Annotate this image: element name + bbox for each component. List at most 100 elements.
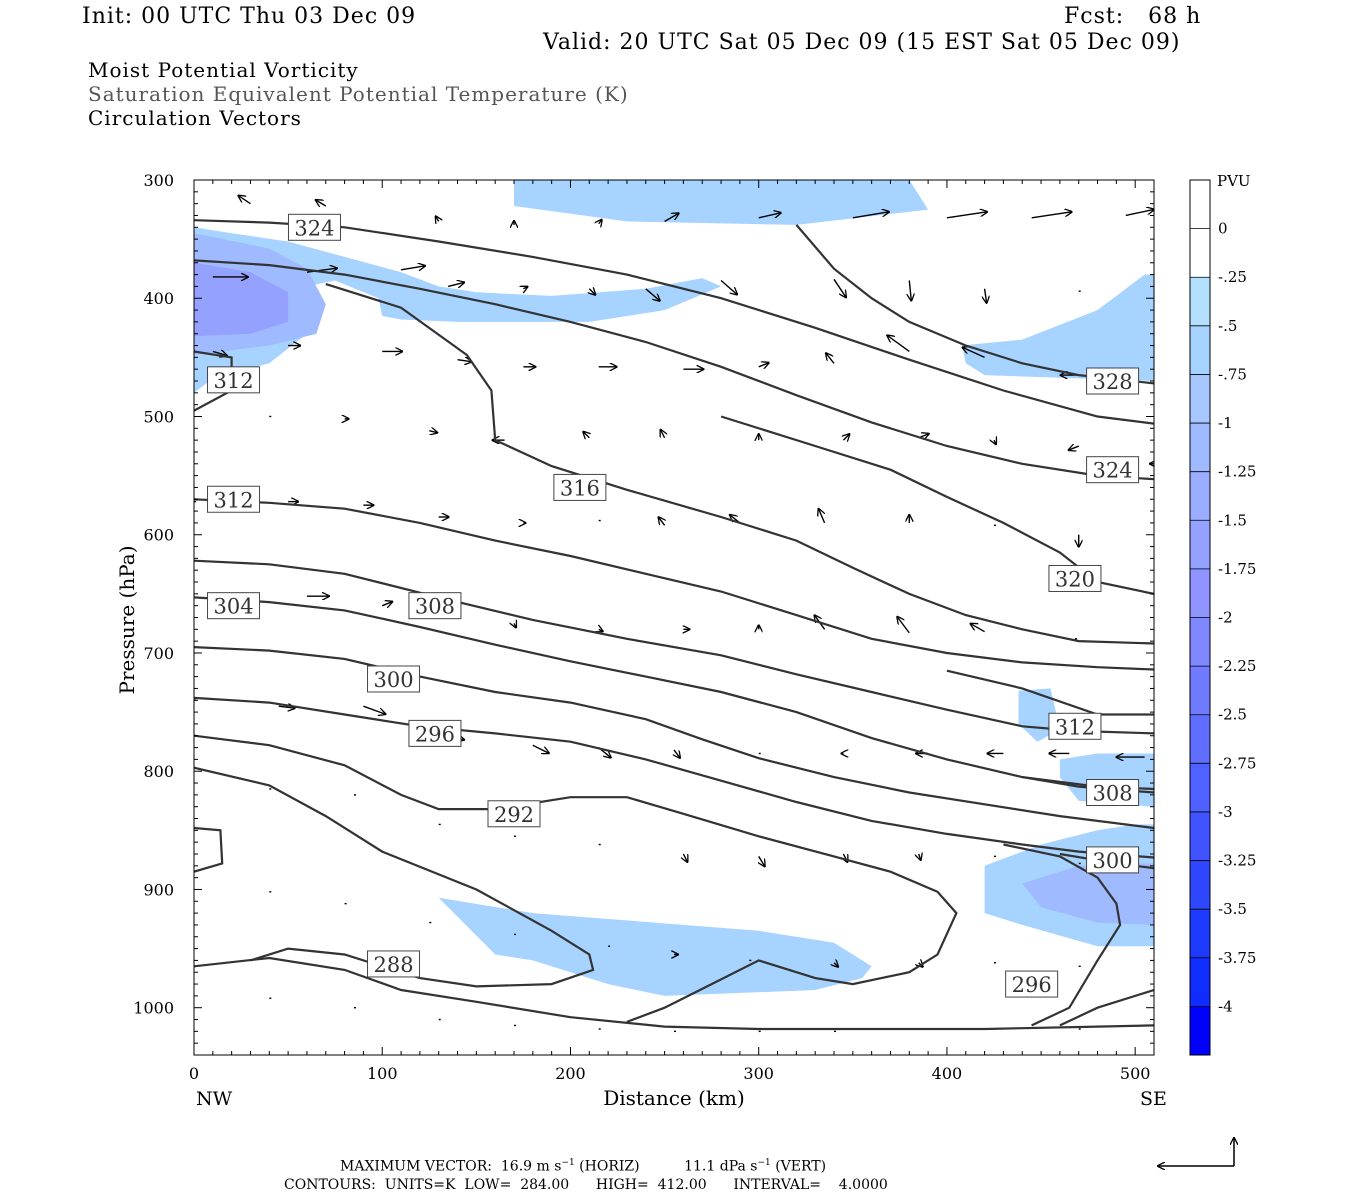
contour-label-15: 296 [1005,970,1059,998]
pv-region-0 [194,227,722,393]
contour-label-box [287,213,341,241]
pv-shading [194,180,1154,996]
horiz-exp: −1 [561,1158,575,1168]
contour-label-text: 316 [560,476,600,500]
pv-region-3 [514,180,929,225]
contour-label-box [1048,712,1102,740]
pv-region-2 [194,262,289,337]
colorbar-swatch [1190,423,1210,473]
contour-label-9: 304 [207,592,261,620]
contour-label-text: 308 [1093,782,1133,806]
colorbar-label: -3.25 [1218,852,1256,870]
y-tick-label: 300 [143,171,174,190]
colorbar-label: -4 [1218,997,1233,1015]
colorbar-label: -3.5 [1218,900,1247,918]
y-tick-label: 600 [143,526,174,545]
circulation-vector [400,266,425,270]
contour-label-box [1086,846,1140,874]
contour-label-box [408,719,462,747]
colorbar-swatch [1190,617,1210,667]
colorbar-label: -1.5 [1218,511,1247,529]
contour-label-box [1086,367,1140,395]
circulation-vector [720,279,737,295]
y-tick-label: 1000 [133,999,174,1018]
colorbar-swatch [1190,957,1210,1007]
vert-unit: (VERT) [775,1158,827,1175]
axes: 0 100 200 300 400 500 300 400 500 600 700 800 900 100… [133,171,1155,1083]
colorbar-swatch [1190,909,1210,959]
circulation-vector [834,963,838,967]
theta-contour-4 [325,283,1154,645]
circulation-vector [514,623,516,627]
circulation-vector [363,705,385,714]
contour-label-text: 288 [373,953,413,977]
circulation-vector [683,853,687,862]
colorbar-label: -1 [1218,414,1233,432]
circulation-vector [664,213,679,222]
colorbar-swatch [1190,180,1210,230]
circulation-vector [946,212,987,219]
colorbar-unit: PVU [1217,172,1251,190]
colorbar-swatch [1190,811,1210,862]
y-tick-label: 900 [143,880,174,899]
field-title-theta: Saturation Equivalent Potential Temperat… [88,82,629,106]
colorbar-swatch [1190,1006,1210,1056]
theta-contour-9 [194,596,1154,791]
contour-label-text: 328 [1093,370,1133,394]
max-vector-label: MAXIMUM VECTOR: [340,1158,492,1175]
circulation-vector [909,280,911,301]
x-tick-label: 500 [1120,1064,1151,1083]
colorbar-swatch [1190,277,1210,327]
theta-contours [194,219,1154,1031]
contour-label-box [1086,779,1140,806]
colorbar-label: -2.5 [1218,706,1247,724]
contour-label-text: 296 [415,722,455,746]
contour-label-text: 312 [1055,715,1095,739]
colorbar-swatch [1190,714,1210,764]
colorbar-label: -2.75 [1218,754,1256,772]
colorbar-swatch [1190,228,1210,278]
contour-label-text: 308 [415,595,455,619]
circulation-vector [758,213,781,219]
contour-label-box [367,665,421,693]
contour-info: CONTOURS: UNITS=K LOW= 284.00 HIGH= 412.… [284,1177,888,1193]
circulation-vector [436,216,439,221]
theta-contour-16 [194,766,595,988]
contour-label-6: 312 [207,485,261,513]
theta-contour-6 [194,498,1154,671]
circulation-vector [645,288,660,301]
circulation-vector [897,617,910,634]
theta-contour-12 [194,696,1154,859]
contour-label-1: 328 [1086,367,1140,395]
circulation-vector [589,289,595,295]
circulation-vector [758,363,769,367]
circulation-vector [994,440,996,444]
colorbar-swatch [1190,666,1210,716]
x-right-label: SE [1140,1088,1167,1110]
theta-contour-17 [194,956,1154,1031]
reference-vector-icon [1158,1138,1234,1166]
y-tick-label: 500 [143,407,174,426]
contour-label-3: 312 [207,366,261,394]
colorbar-swatch [1190,860,1210,910]
circulation-vector [1069,446,1079,450]
theta-contour-14 [194,734,958,1023]
contour-label-text: 312 [213,488,253,512]
contour-label-2: 324 [1086,456,1140,484]
init-time: Init: 00 UTC Thu 03 Dec 09 [82,4,417,29]
contour-label-box [487,800,541,828]
circulation-vector [971,624,985,633]
contour-label-box [207,485,261,513]
contour-label-text: 292 [494,803,534,827]
contour-label-box [408,592,462,620]
circulation-vector [843,434,849,440]
forecast-hour: Fcst: 68 h [1064,4,1202,29]
contour-label-box [1086,456,1140,484]
x-tick-label: 0 [189,1064,199,1083]
circulation-vector [381,602,392,606]
contour-label-box [553,473,607,501]
contour-label-0: 324 [287,213,341,241]
colorbar-label: -1.75 [1218,560,1256,578]
contour-label-text: 324 [1093,459,1133,483]
contour-label-text: 312 [213,369,253,393]
